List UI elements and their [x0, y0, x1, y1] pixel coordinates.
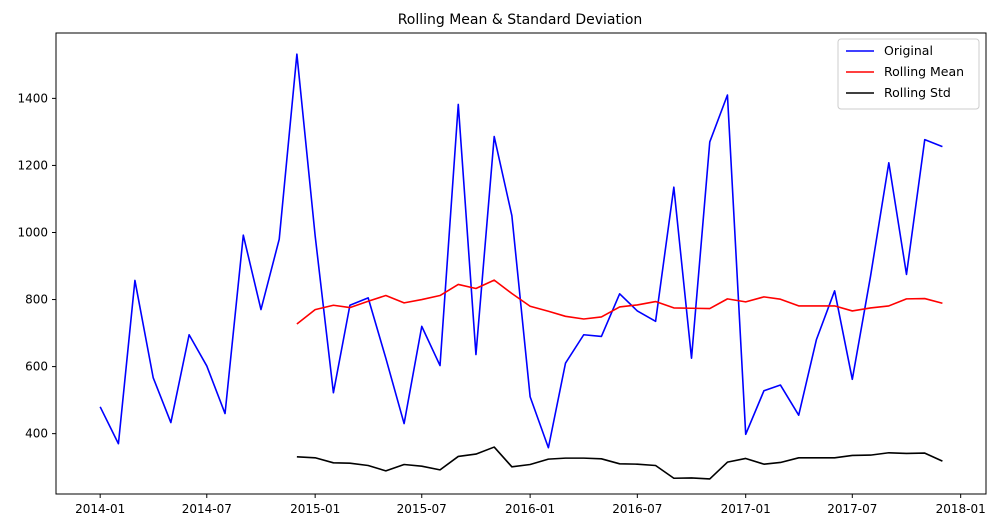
x-tick-label: 2014-01 — [75, 502, 125, 516]
series-line-rolling-mean — [296, 279, 943, 325]
x-tick-label: 2016-01 — [505, 502, 555, 516]
series-layer — [99, 53, 943, 480]
y-tick-label: 1000 — [17, 225, 48, 239]
y-axis: 400 600 800 1000 1200 1400 — [17, 91, 56, 441]
series-line-original — [99, 53, 943, 449]
x-tick-label: 2017-01 — [721, 502, 771, 516]
legend-label-original: Original — [884, 43, 933, 58]
plot-frame — [55, 32, 987, 495]
x-tick-label: 2016-07 — [612, 502, 662, 516]
x-tick-label: 2018-01 — [936, 502, 986, 516]
x-tick-label: 2015-07 — [397, 502, 447, 516]
y-tick-label: 600 — [25, 360, 48, 374]
legend: Original Rolling Mean Rolling Std — [837, 38, 980, 110]
x-tick-label: 2015-01 — [290, 502, 340, 516]
x-axis: 2014-01 2014-07 2015-01 2015-07 2016-01 2016-… — [75, 494, 986, 516]
legend-label-rolling-mean: Rolling Mean — [884, 64, 964, 79]
x-tick-label: 2014-07 — [182, 502, 232, 516]
chart-title: Rolling Mean & Standard Deviation — [398, 12, 643, 28]
y-tick-label: 800 — [25, 293, 48, 307]
y-tick-label: 1200 — [17, 158, 48, 172]
legend-label-rolling-std: Rolling Std — [884, 85, 951, 100]
x-tick-label: 2017-07 — [827, 502, 877, 516]
y-tick-label: 1400 — [17, 91, 48, 105]
legend-box — [837, 38, 980, 110]
series-line-rolling-std — [296, 446, 943, 480]
y-tick-label: 400 — [25, 427, 48, 441]
